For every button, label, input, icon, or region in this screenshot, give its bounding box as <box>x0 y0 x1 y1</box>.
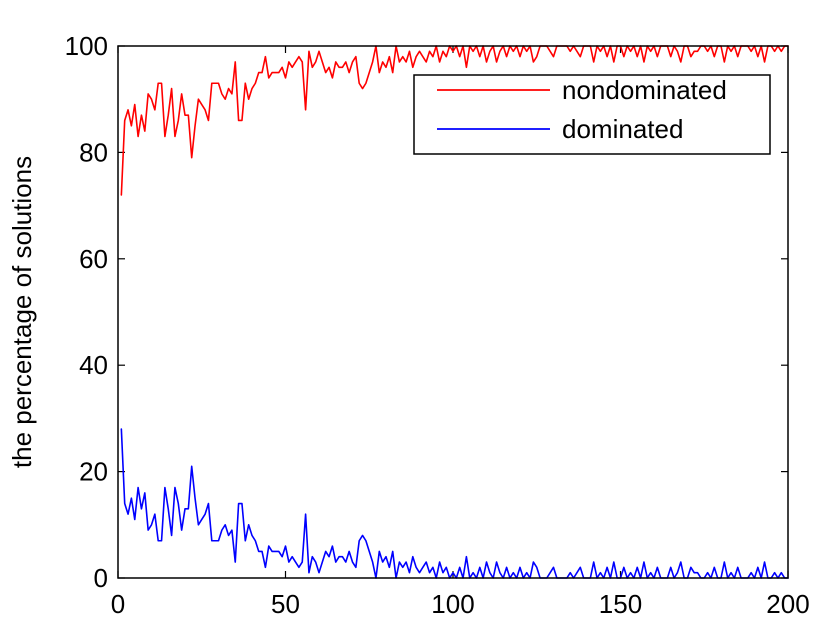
series-lines <box>120 45 789 579</box>
legend-label-nondominated: nondominated <box>562 75 727 105</box>
y-axis-label: the percentage of solutions <box>7 156 37 468</box>
x-tick-label: 0 <box>111 589 125 619</box>
x-tick-label: 150 <box>599 589 642 619</box>
y-tick-label: 60 <box>79 244 108 274</box>
legend: nondominated dominated <box>413 74 771 155</box>
legend-box <box>413 74 771 155</box>
y-tick-labels: 0 20 40 60 80 100 <box>65 31 108 593</box>
y-tick-label: 40 <box>79 350 108 380</box>
legend-label-dominated: dominated <box>562 114 683 144</box>
series-line-nondominated <box>120 45 789 196</box>
x-tick-label: 200 <box>766 589 809 619</box>
y-tick-label: 0 <box>94 563 108 593</box>
x-tick-label: 100 <box>431 589 474 619</box>
y-tick-label: 100 <box>65 31 108 61</box>
plot-frame <box>117 45 789 579</box>
x-tick-labels: 0 50 100 150 200 <box>111 589 810 619</box>
x-tick-label: 50 <box>271 589 300 619</box>
series-line-dominated <box>120 428 789 579</box>
y-tick-label: 20 <box>79 457 108 487</box>
y-tick-label: 80 <box>79 137 108 167</box>
